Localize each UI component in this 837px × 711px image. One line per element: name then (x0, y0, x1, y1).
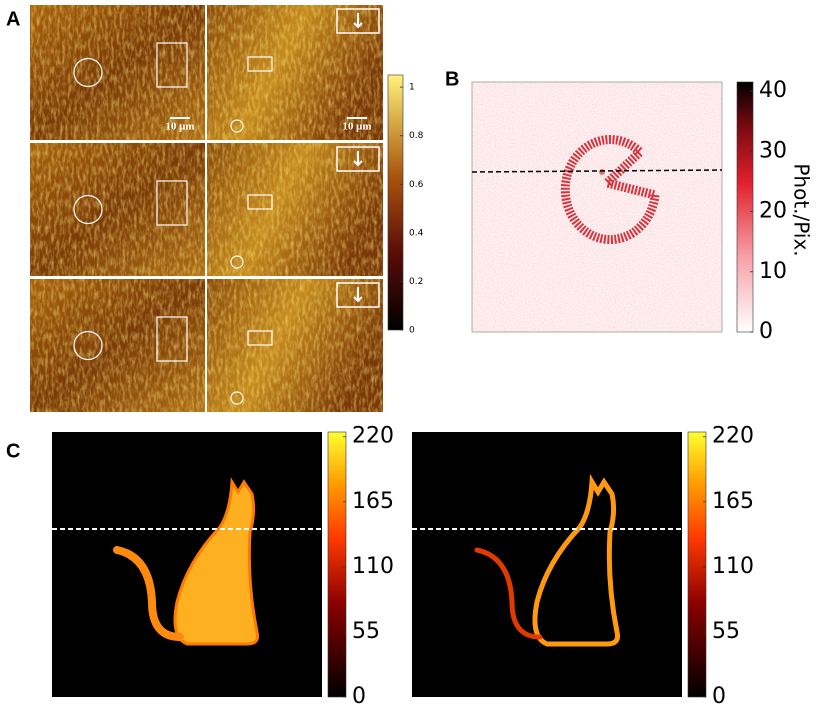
roi-box (156, 42, 188, 88)
arrow (353, 287, 363, 303)
tile-texture (30, 143, 205, 276)
colorbar-tick-label: 0 (712, 684, 726, 709)
colorbar (387, 74, 404, 331)
inset-box (336, 8, 380, 34)
image-tile (207, 143, 383, 276)
colorbar-tick-label: 0.4 (409, 228, 424, 238)
scale-bar-label: 10 μm (165, 121, 194, 133)
colorbar-tick-label: 0.2 (409, 277, 423, 287)
colorbar-tick-label: 110 (352, 554, 394, 579)
colorbar-tick-label: 110 (712, 554, 754, 579)
scale-bar-label: 10 μm (342, 121, 371, 133)
colorbar-label: Phot./Pix. (790, 163, 814, 256)
colorbar (736, 81, 754, 333)
roi-circle (230, 255, 244, 269)
image (52, 432, 322, 697)
colorbar-tick-label: 0 (409, 326, 415, 336)
roi-box (247, 330, 273, 346)
image-tile (207, 279, 383, 412)
colorbar-tick-label: 220 (352, 424, 394, 449)
colorbar-tick-label: 220 (712, 424, 754, 449)
image-tile (30, 279, 205, 412)
colorbar-tick-label: 0.8 (409, 131, 424, 141)
colorbar-tick-label: 165 (352, 489, 394, 514)
roi-circle (73, 194, 103, 225)
colorbar-tick-label: 10 (759, 259, 787, 284)
roi-box (156, 180, 188, 226)
roi-box (156, 316, 188, 362)
roi-box (247, 194, 273, 210)
colorbar-tick-label: 165 (712, 489, 754, 514)
tile-texture (207, 143, 383, 276)
roi-box (247, 56, 273, 72)
arrow (353, 13, 363, 29)
roi-circle (230, 391, 244, 405)
roi-circle (230, 119, 244, 133)
inset-box (336, 282, 380, 308)
colorbar-tick-label: 40 (759, 78, 787, 103)
colorbar (327, 431, 347, 698)
colorbar-tick-label: 55 (352, 619, 380, 644)
arrow (353, 151, 363, 167)
panel-label: A (6, 8, 20, 30)
colorbar-tick-label: 55 (712, 619, 740, 644)
panel-label: C (6, 440, 20, 462)
colorbar-tick-label: 0 (352, 684, 366, 709)
tile-texture (30, 279, 205, 412)
roi-circle (73, 330, 103, 361)
panel-label: B (445, 68, 459, 90)
inset-box (336, 146, 380, 172)
colorbar-tick-label: 1 (409, 83, 415, 93)
colorbar-tick-label: 0.6 (409, 180, 424, 190)
image-grid (30, 5, 383, 412)
image-tile (30, 143, 205, 276)
image (471, 81, 723, 333)
colorbar-tick-label: 20 (759, 199, 787, 224)
colorbar (687, 431, 707, 698)
tile-texture (207, 279, 383, 412)
colorbar-tick-label: 0 (759, 319, 773, 344)
roi-circle (73, 57, 103, 88)
colorbar-tick-label: 30 (759, 138, 787, 163)
image (412, 432, 682, 697)
